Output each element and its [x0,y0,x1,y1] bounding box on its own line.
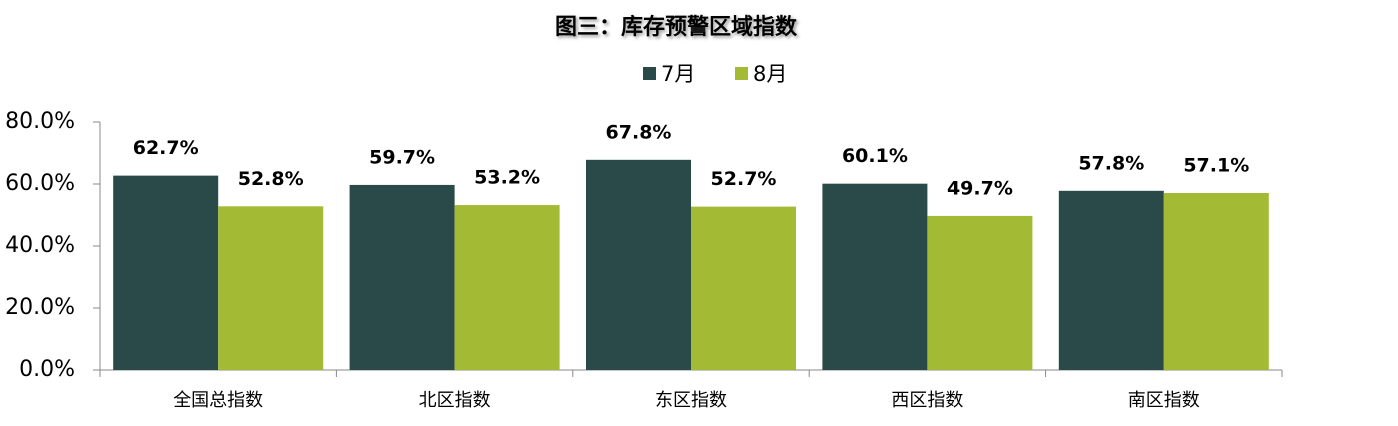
x-tick-label: 西区指数 [891,390,963,411]
chart-title: 图三：库存预警区域指数 [555,14,798,40]
legend-swatch [643,67,656,80]
x-tick-label: 东区指数 [655,390,727,411]
y-tick-label: 60.0% [5,171,75,196]
bar [218,206,324,370]
y-tick-label: 20.0% [5,295,75,320]
bar [822,183,928,370]
x-tick-label: 全国总指数 [173,390,263,411]
legend-swatch [735,67,748,80]
y-tick-label: 80.0% [5,109,75,134]
value-label: 62.7% [133,137,199,159]
legend-label: 8月 [753,62,787,86]
bar [113,175,219,370]
bar [454,205,560,370]
x-tick-label: 北区指数 [419,390,491,411]
bar [927,215,1033,370]
bar [349,184,455,370]
bar [586,159,691,370]
value-label: 52.7% [711,168,777,190]
value-label: 52.8% [238,168,304,190]
bar [1163,192,1269,370]
x-tick-label: 南区指数 [1128,390,1200,411]
value-label: 57.8% [1078,152,1144,174]
value-label: 60.1% [842,145,908,167]
y-tick-label: 40.0% [5,233,75,258]
value-label: 49.7% [947,177,1013,199]
value-label: 67.8% [606,121,672,143]
bar [691,206,796,370]
value-label: 57.1% [1183,154,1249,176]
bar [1058,190,1164,370]
value-label: 53.2% [474,167,540,189]
y-tick-label: 0.0% [19,357,75,382]
value-label: 59.7% [369,146,435,168]
legend-label: 7月 [661,62,695,86]
